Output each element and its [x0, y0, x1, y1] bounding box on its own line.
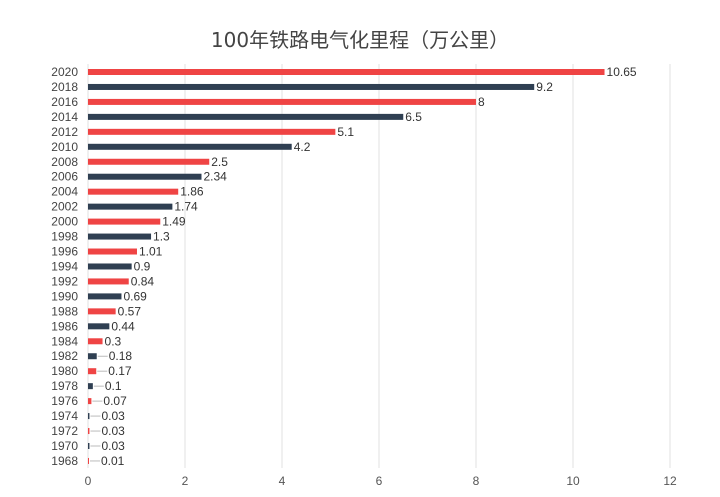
data-label: 0.07 [103, 394, 127, 408]
y-tick-label: 2012 [51, 125, 78, 139]
bar [88, 263, 132, 270]
bar [88, 353, 97, 360]
y-tick-label: 1986 [51, 319, 78, 333]
y-tick-label: 1980 [51, 364, 78, 378]
y-tick-label: 2006 [51, 170, 78, 184]
bar [88, 203, 173, 210]
data-label: 0.03 [101, 409, 125, 423]
data-label: 0.3 [105, 334, 122, 348]
bar [88, 128, 336, 135]
bar [88, 98, 476, 105]
bar [88, 323, 110, 330]
bar [88, 113, 404, 120]
data-label: 0.17 [108, 364, 132, 378]
x-tick-label: 10 [566, 474, 580, 488]
data-label: 4.2 [294, 140, 311, 154]
y-tick-label: 1984 [51, 334, 78, 348]
y-tick-label: 1990 [51, 289, 78, 303]
data-label: 1.74 [174, 200, 198, 214]
bar [88, 188, 179, 195]
bar [88, 443, 90, 449]
x-tick-label: 0 [85, 474, 92, 488]
y-tick-label: 1978 [51, 379, 78, 393]
data-label: 1.01 [139, 245, 163, 259]
x-tick-label: 8 [473, 474, 480, 488]
data-label: 6.5 [405, 110, 422, 124]
y-tick-label: 1970 [51, 439, 78, 453]
y-tick-label: 2014 [51, 110, 78, 124]
y-tick-label: 2010 [51, 140, 78, 154]
data-label: 1.49 [162, 215, 186, 229]
data-label: 0.57 [118, 304, 142, 318]
y-tick-label: 1974 [51, 409, 78, 423]
y-tick-label: 2008 [51, 155, 78, 169]
data-label: 0.84 [131, 274, 155, 288]
bar [88, 428, 90, 435]
data-label: 5.1 [337, 125, 354, 139]
y-tick-label: 2004 [51, 185, 78, 199]
y-tick-label: 2000 [51, 215, 78, 229]
data-label: 1.86 [180, 185, 204, 199]
y-tick-label: 1998 [51, 230, 78, 244]
y-tick-label: 2002 [51, 200, 78, 214]
data-label: 0.18 [109, 349, 133, 363]
y-tick-label: 1994 [51, 259, 78, 273]
data-label: 8 [478, 95, 485, 109]
bar [88, 218, 161, 225]
bar [88, 308, 116, 315]
y-tick-label: 1992 [51, 274, 78, 288]
y-tick-label: 1982 [51, 349, 78, 363]
bar [88, 83, 535, 90]
data-label: 2.34 [203, 170, 227, 184]
y-tick-label: 1968 [51, 454, 78, 468]
bar [88, 413, 90, 420]
chart-title: 100年铁路电气化里程（万公里） [210, 28, 510, 52]
data-label: 2.5 [211, 155, 228, 169]
data-label: 0.44 [111, 319, 135, 333]
data-label: 0.9 [134, 259, 151, 273]
bar [88, 368, 97, 375]
data-label: 10.65 [607, 65, 637, 79]
x-tick-label: 6 [376, 474, 383, 488]
data-label: 0.03 [101, 424, 125, 438]
y-tick-label: 1988 [51, 304, 78, 318]
bar [88, 293, 122, 300]
data-label: 9.2 [536, 80, 553, 94]
bar [88, 278, 129, 285]
x-tick-label: 2 [182, 474, 189, 488]
x-tick-label: 4 [279, 474, 286, 488]
bar [88, 338, 103, 345]
bar [88, 398, 92, 405]
bar [88, 143, 292, 150]
y-tick-label: 1972 [51, 424, 78, 438]
bar [88, 173, 202, 180]
y-tick-label: 2020 [51, 65, 78, 79]
data-label: 1.3 [153, 230, 170, 244]
y-tick-label: 2018 [51, 80, 78, 94]
x-tick-label: 12 [663, 474, 677, 488]
bar [88, 69, 605, 75]
bar [88, 233, 152, 240]
y-tick-label: 1996 [51, 245, 78, 259]
bar [88, 158, 210, 165]
data-label: 0.1 [105, 379, 122, 393]
y-tick-label: 2016 [51, 95, 78, 109]
data-label: 0.03 [101, 439, 125, 453]
bar [88, 457, 89, 464]
data-label: 0.01 [101, 454, 125, 468]
bar [88, 383, 93, 390]
y-tick-label: 1976 [51, 394, 78, 408]
bar [88, 248, 137, 255]
data-label: 0.69 [123, 289, 147, 303]
